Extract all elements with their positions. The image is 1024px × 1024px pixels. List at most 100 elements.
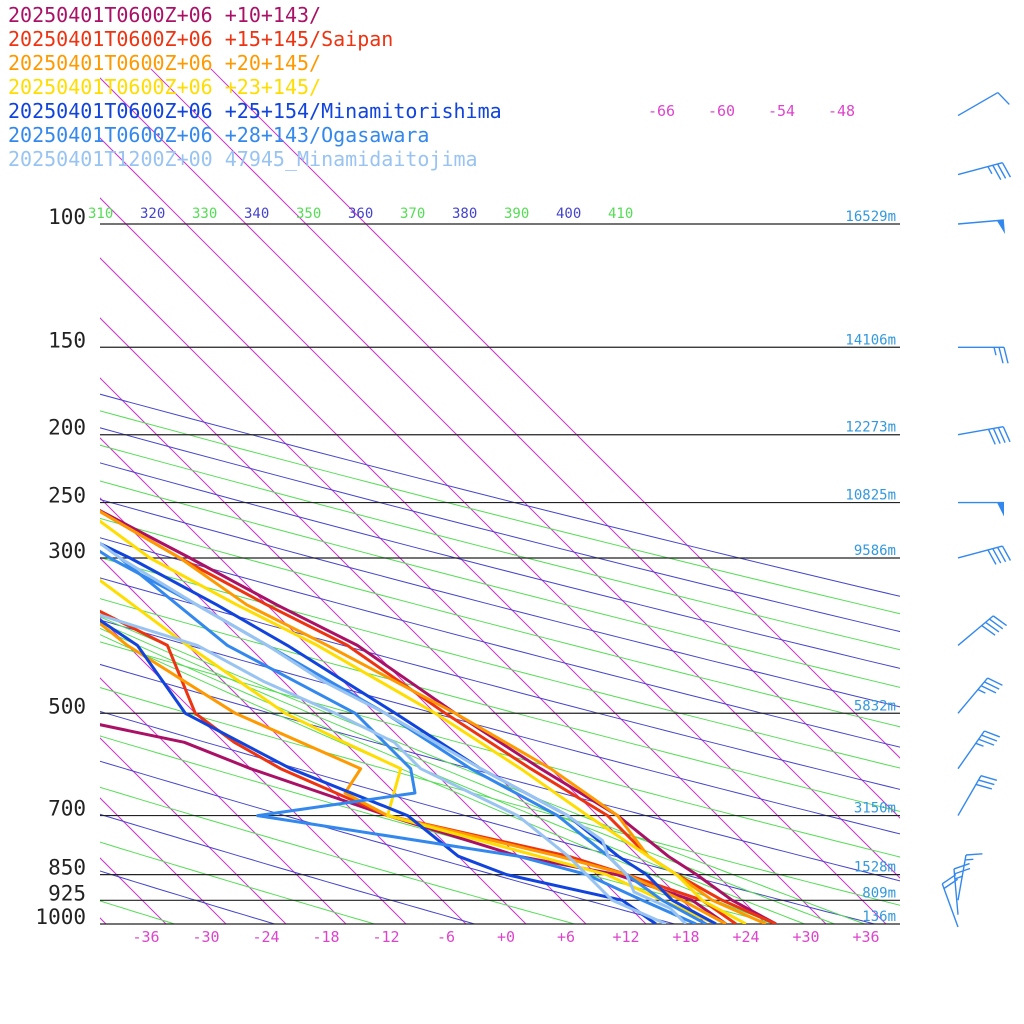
isotherm-line bbox=[100, 137, 887, 924]
height-label: 9586m bbox=[854, 543, 896, 559]
temperature-tick-label: -24 bbox=[252, 928, 279, 946]
theta-label: 350 bbox=[296, 206, 321, 222]
isotherm-line bbox=[100, 497, 527, 924]
theta-label: 410 bbox=[608, 206, 633, 222]
pressure-tick-label: 150 bbox=[48, 328, 86, 352]
isotherm-line bbox=[210, 68, 900, 759]
dry-adiabat-line bbox=[100, 444, 900, 651]
dewpoint-series-line bbox=[100, 618, 657, 924]
theta-label: 320 bbox=[140, 206, 165, 222]
wind-barb bbox=[957, 730, 1001, 770]
wind-barb bbox=[958, 346, 1009, 364]
theta-label: 370 bbox=[400, 206, 425, 222]
dewpoint-series-line bbox=[100, 613, 667, 924]
dry-adiabat-line bbox=[100, 427, 900, 633]
moist-adiabat-line bbox=[100, 616, 865, 924]
pressure-tick-label: 850 bbox=[48, 856, 86, 880]
dry-adiabat-line bbox=[100, 760, 675, 924]
isotherm-top-label: -48 bbox=[828, 102, 855, 120]
wind-barb bbox=[957, 775, 998, 816]
pressure-tick-label: 250 bbox=[48, 484, 86, 508]
dry-adiabat-line bbox=[100, 393, 900, 597]
theta-label: 310 bbox=[88, 206, 113, 222]
sounding-lines bbox=[100, 508, 777, 924]
moist-adiabat-line bbox=[100, 621, 835, 924]
isotherm-top-label: -54 bbox=[768, 102, 795, 120]
theta-label: 360 bbox=[348, 206, 373, 222]
temperature-tick-label: +0 bbox=[497, 928, 515, 946]
wind-barb bbox=[941, 873, 959, 928]
legend-entry: 20250401T0600Z+06 +25+154/Minamitorishim… bbox=[8, 99, 502, 123]
theta-label: 390 bbox=[504, 206, 529, 222]
isotherm-line bbox=[100, 257, 767, 924]
height-label: 16529m bbox=[845, 209, 896, 225]
isotherm-line bbox=[100, 437, 587, 924]
wind-barb bbox=[953, 862, 971, 915]
theta-label: 380 bbox=[452, 206, 477, 222]
theta-label: 400 bbox=[556, 206, 581, 222]
height-label: 136m bbox=[862, 909, 896, 925]
height-label: 14106m bbox=[845, 332, 896, 348]
legend: 20250401T0600Z+06 +10+143/20250401T0600Z… bbox=[8, 3, 502, 171]
height-label: 12273m bbox=[845, 420, 896, 436]
dry-adiabat-line bbox=[100, 598, 900, 812]
isotherm-line bbox=[100, 617, 407, 924]
wind-barb bbox=[957, 219, 1006, 234]
wind-barb bbox=[957, 426, 1011, 445]
temperature-tick-label: -18 bbox=[312, 928, 339, 946]
temperature-series-line bbox=[100, 508, 777, 924]
temperature-tick-label: +12 bbox=[612, 928, 639, 946]
dry-adiabat-line bbox=[100, 537, 900, 748]
pressure-tick-label: 500 bbox=[48, 694, 86, 718]
temperature-tick-label: +18 bbox=[672, 928, 699, 946]
wind-barb bbox=[957, 162, 1012, 181]
temperature-tick-label: +36 bbox=[852, 928, 879, 946]
wind-barb bbox=[957, 545, 1012, 565]
dry-adiabat-line bbox=[100, 687, 900, 906]
legend-entry: 20250401T0600Z+06 +10+143/ bbox=[8, 3, 321, 27]
dry-adiabat-line bbox=[100, 577, 900, 790]
wind-barbs bbox=[941, 91, 1012, 928]
wind-barb bbox=[957, 853, 983, 901]
temperature-tick-label: -12 bbox=[372, 928, 399, 946]
dry-adiabat-line bbox=[100, 786, 575, 924]
temperature-tick-label: -6 bbox=[437, 928, 455, 946]
isotherm-top-label: -66 bbox=[648, 102, 675, 120]
theta-label: 330 bbox=[192, 206, 217, 222]
dry-adiabat-line bbox=[100, 557, 900, 769]
dry-adiabat-line bbox=[100, 841, 375, 924]
temperature-tick-label: +6 bbox=[557, 928, 575, 946]
height-label: 10825m bbox=[845, 488, 896, 504]
dewpoint-series-line bbox=[100, 609, 737, 924]
dry-adiabat-line bbox=[100, 813, 475, 924]
pressure-tick-label: 300 bbox=[48, 539, 86, 563]
isotherm-line bbox=[100, 677, 347, 924]
pressure-tick-label: 1000 bbox=[35, 905, 86, 929]
temperature-series-line bbox=[100, 541, 688, 924]
theta-label: 340 bbox=[244, 206, 269, 222]
height-label: 5832m bbox=[854, 698, 896, 714]
pressure-tick-label: 700 bbox=[48, 797, 86, 821]
height-label: 1528m bbox=[854, 860, 896, 876]
legend-entry: 20250401T0600Z+06 +15+145/Saipan bbox=[8, 27, 393, 51]
temperature-tick-label: +24 bbox=[732, 928, 759, 946]
temperature-series-line bbox=[100, 519, 747, 924]
isotherm-top-label: -60 bbox=[708, 102, 735, 120]
dewpoint-series-line bbox=[119, 556, 697, 924]
wind-barb bbox=[957, 91, 1010, 117]
dry-adiabat-line bbox=[100, 410, 900, 615]
dry-adiabat-line bbox=[100, 870, 275, 924]
wind-barb bbox=[958, 501, 1004, 517]
dry-adiabat-line bbox=[100, 619, 900, 835]
isotherm-line bbox=[150, 68, 900, 819]
temperature-series-line bbox=[100, 541, 717, 924]
temperature-tick-label: -30 bbox=[192, 928, 219, 946]
isobars bbox=[100, 223, 900, 925]
height-label: 809m bbox=[862, 885, 896, 901]
legend-entry: 20250401T0600Z+06 +28+143/Ogasawara bbox=[8, 123, 429, 147]
pressure-tick-label: 925 bbox=[48, 881, 86, 905]
legend-entry: 20250401T0600Z+06 +20+145/ bbox=[8, 51, 321, 75]
height-label: 3150m bbox=[854, 801, 896, 817]
dewpoint-series-line bbox=[100, 621, 727, 924]
